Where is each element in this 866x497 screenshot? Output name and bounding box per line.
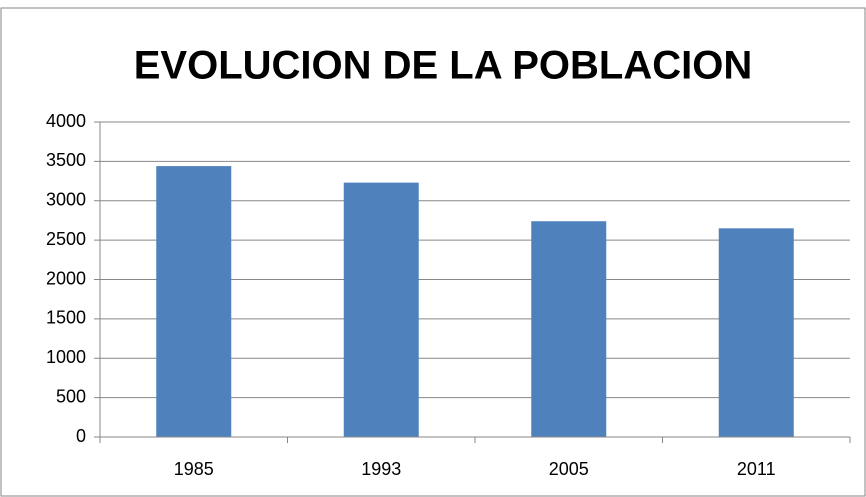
y-tick-label: 1000 [46,347,86,367]
x-tick-label: 2011 [737,459,776,479]
y-tick-label: 500 [56,386,86,406]
y-tick-label: 1500 [46,308,86,328]
bar [156,166,232,437]
y-tick-label: 3500 [46,150,86,170]
y-tick-label: 0 [76,426,86,446]
y-tick-label: 2000 [46,268,86,288]
bar [718,228,794,437]
x-tick-label: 1993 [361,459,401,479]
chart-title: EVOLUCION DE LA POBLACION [134,44,753,88]
x-tick-label: 1985 [174,459,214,479]
y-tick-label: 2500 [46,229,86,249]
y-tick-label: 4000 [46,111,86,131]
bar [343,182,419,437]
bar [531,221,607,437]
y-tick-label: 3000 [46,190,86,210]
x-tick-label: 2005 [549,459,589,479]
